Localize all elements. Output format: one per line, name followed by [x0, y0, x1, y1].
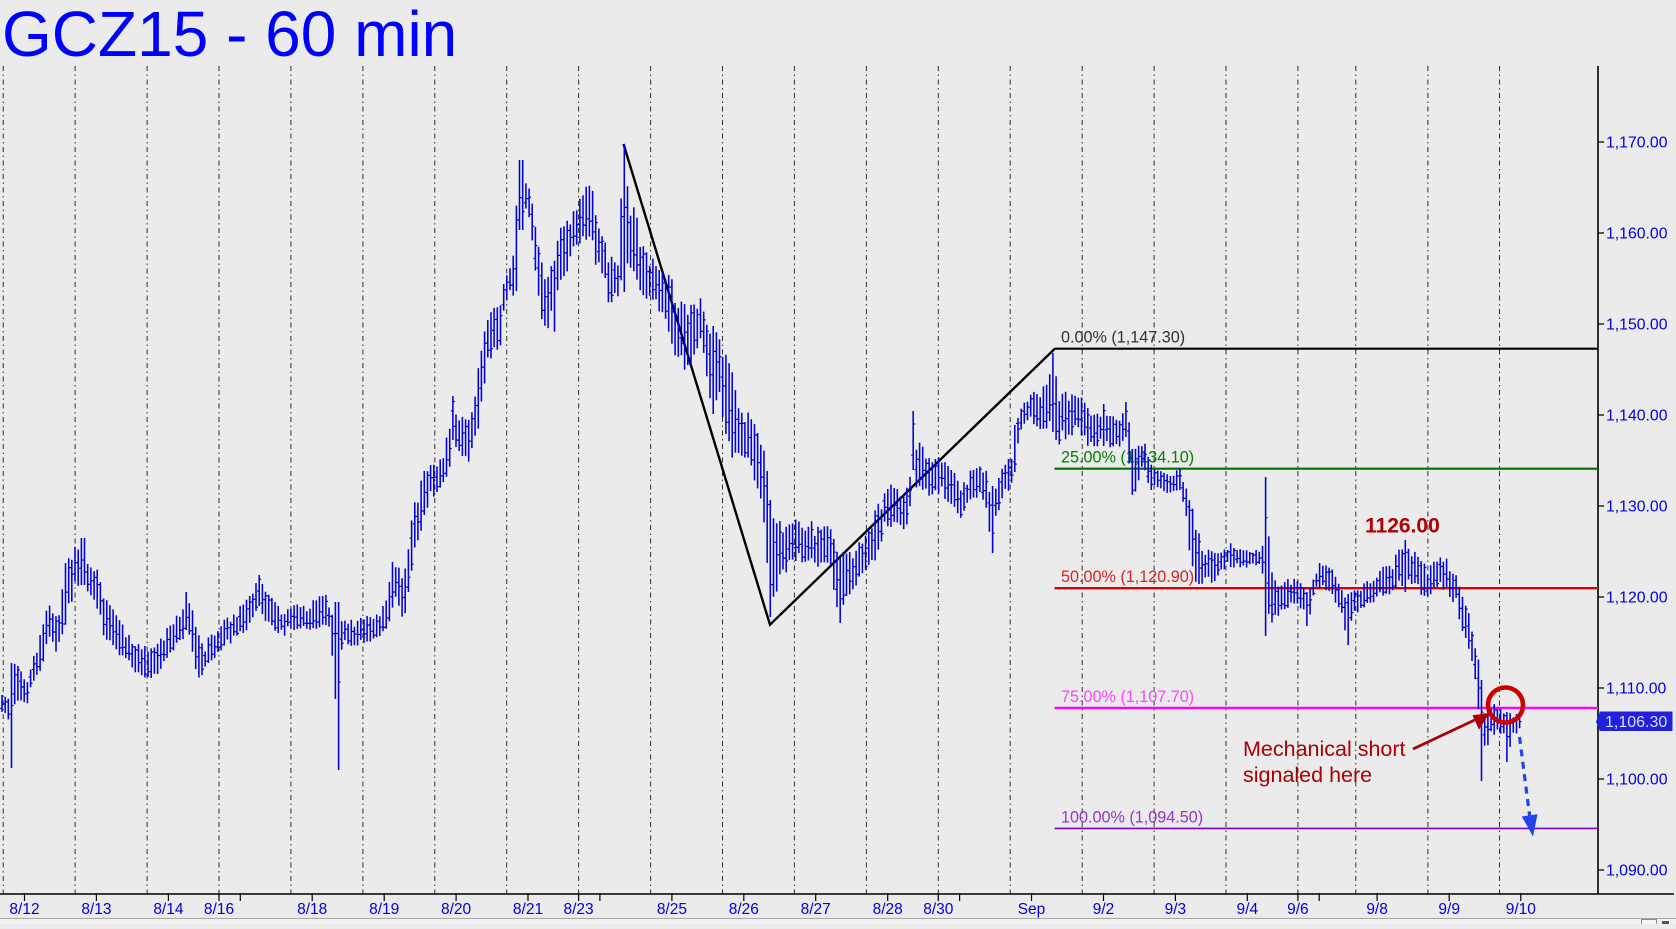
svg-text:9/8: 9/8 — [1366, 901, 1388, 918]
svg-text:8/25: 8/25 — [657, 901, 687, 918]
svg-text:100.00% (1,094.50): 100.00% (1,094.50) — [1061, 808, 1203, 826]
svg-text:1126.00: 1126.00 — [1365, 515, 1440, 538]
svg-text:9/4: 9/4 — [1237, 901, 1259, 918]
svg-text:8/12: 8/12 — [9, 901, 39, 918]
svg-text:8/14: 8/14 — [153, 901, 184, 918]
svg-text:25.00% (1,134.10): 25.00% (1,134.10) — [1061, 449, 1194, 467]
svg-text:9/6: 9/6 — [1287, 901, 1309, 918]
svg-text:8/30: 8/30 — [923, 901, 954, 918]
svg-text:9/2: 9/2 — [1093, 901, 1115, 918]
svg-text:8/13: 8/13 — [81, 901, 111, 918]
svg-text:1,150.00: 1,150.00 — [1606, 317, 1668, 334]
svg-text:75.00% (1,107.70): 75.00% (1,107.70) — [1061, 688, 1194, 706]
svg-text:Sep: Sep — [1018, 901, 1046, 918]
svg-text:8/27: 8/27 — [801, 901, 831, 918]
svg-text:1,110.00: 1,110.00 — [1606, 681, 1667, 698]
svg-text:1,170.00: 1,170.00 — [1606, 135, 1668, 152]
svg-text:8/19: 8/19 — [369, 901, 399, 918]
svg-text:Mechanical short: Mechanical short — [1243, 737, 1406, 761]
svg-text:1,106.30: 1,106.30 — [1605, 714, 1667, 731]
svg-text:1,120.00: 1,120.00 — [1606, 590, 1668, 607]
svg-text:1,130.00: 1,130.00 — [1606, 499, 1668, 516]
svg-text:50.00% (1,120.90): 50.00% (1,120.90) — [1061, 568, 1194, 586]
svg-text:1,090.00: 1,090.00 — [1606, 863, 1668, 880]
svg-text:8/16: 8/16 — [204, 901, 234, 918]
svg-text:signaled here: signaled here — [1243, 763, 1372, 787]
svg-text:0.00% (1,147.30): 0.00% (1,147.30) — [1061, 329, 1185, 347]
svg-text:8/21: 8/21 — [513, 901, 543, 918]
svg-text:9/3: 9/3 — [1165, 901, 1187, 918]
svg-text:8/20: 8/20 — [441, 901, 472, 918]
svg-text:GCZ15 - 60 min: GCZ15 - 60 min — [2, 0, 457, 70]
svg-text:8/23: 8/23 — [564, 901, 594, 918]
svg-text:1,160.00: 1,160.00 — [1606, 226, 1668, 243]
svg-text:8/28: 8/28 — [873, 901, 903, 918]
svg-text:8/18: 8/18 — [297, 901, 327, 918]
svg-text:1,140.00: 1,140.00 — [1606, 408, 1668, 425]
svg-text:9/10: 9/10 — [1506, 901, 1537, 918]
svg-text:8/26: 8/26 — [729, 901, 759, 918]
svg-text:1,100.00: 1,100.00 — [1606, 772, 1668, 789]
svg-text:9/9: 9/9 — [1438, 901, 1460, 918]
